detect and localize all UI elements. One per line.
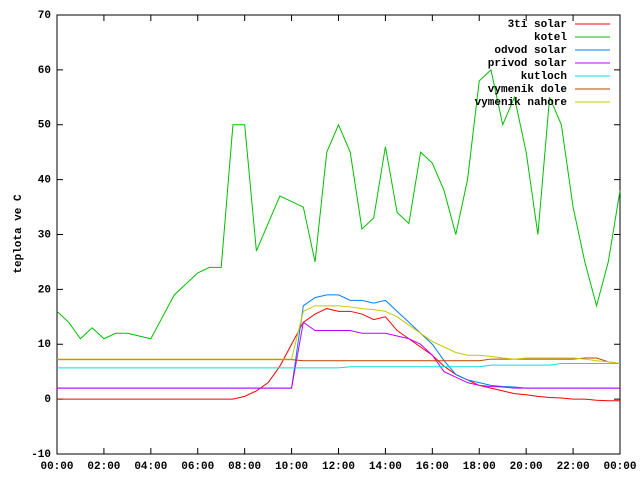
- y-tick-label: 40: [38, 175, 51, 187]
- legend-label: kutloch: [521, 71, 567, 83]
- y-tick-label: 30: [38, 229, 51, 241]
- y-tick-label: 60: [38, 65, 51, 77]
- y-tick-label: 0: [44, 394, 51, 406]
- legend-label: odvod solar: [494, 45, 567, 57]
- x-tick-label: 10:00: [275, 461, 308, 473]
- x-tick-label: 02:00: [87, 461, 120, 473]
- y-tick-label: 70: [38, 10, 51, 22]
- x-tick-label: 14:00: [369, 461, 402, 473]
- series-line: [57, 357, 621, 364]
- legend-label: privod solar: [488, 58, 567, 70]
- series-line: [57, 362, 620, 369]
- y-tick-label: 20: [38, 284, 51, 296]
- x-tick-label: 20:00: [510, 461, 543, 473]
- legend-label: vymenik nahore: [475, 97, 568, 109]
- series-line: [57, 305, 621, 364]
- x-tick-label: 18:00: [463, 461, 496, 473]
- plot-border: [56, 14, 621, 455]
- x-tick-label: 12:00: [322, 461, 355, 473]
- x-tick-label: 04:00: [134, 461, 167, 473]
- series-line: [57, 294, 620, 389]
- legend-label: vymenik dole: [488, 84, 568, 96]
- y-tick-label: 10: [38, 339, 51, 351]
- x-tick-label: 06:00: [181, 461, 214, 473]
- legend-label: kotel: [534, 32, 567, 44]
- y-axis-label: teplota ve C: [13, 194, 25, 274]
- series-line: [56, 68, 621, 340]
- x-tick-label: 00:00: [40, 461, 73, 473]
- x-tick-label: 08:00: [228, 461, 261, 473]
- x-tick-label: 22:00: [557, 461, 590, 473]
- y-tick-label: -10: [31, 449, 51, 461]
- series-line: [57, 308, 620, 402]
- legend-label: 3ti solar: [508, 19, 567, 31]
- x-tick-label: 00:00: [603, 461, 636, 473]
- series-line: [57, 321, 620, 389]
- y-tick-label: 50: [38, 120, 51, 132]
- x-tick-label: 16:00: [416, 461, 449, 473]
